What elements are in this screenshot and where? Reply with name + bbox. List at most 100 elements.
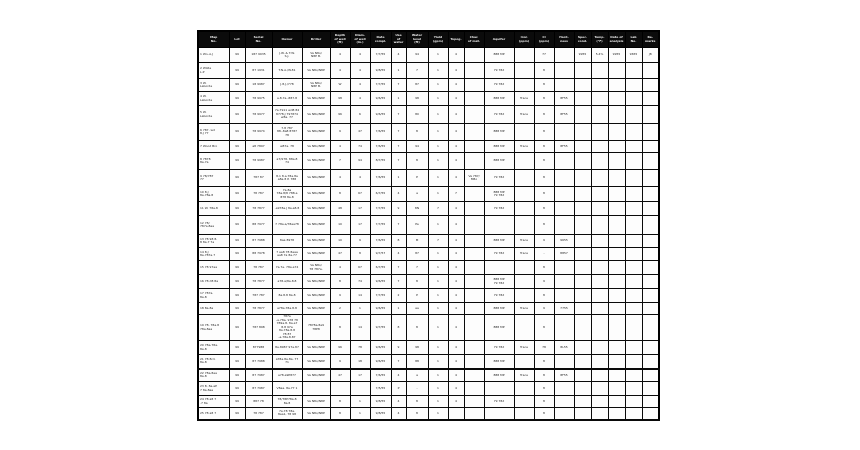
table-cell bbox=[624, 201, 643, 216]
table-row: 12 78/ 787a.8aa 99 88 7977 7 78a.a/78aa78 Va… bbox=[197, 215, 660, 235]
table-cell bbox=[463, 62, 485, 79]
table-cell: 94 bbox=[405, 47, 429, 63]
table-cell: 79 78d bbox=[483, 340, 515, 355]
table-cell: 6/7/55 bbox=[369, 260, 392, 275]
table-cell: 9 bbox=[329, 123, 351, 141]
table-cell bbox=[463, 314, 485, 341]
table-cell: J.W. & T.W. S.J. bbox=[271, 47, 303, 63]
table-cell: 47 bbox=[329, 367, 351, 382]
table-row: 1 W.L.A.J 99 187 9935 J.W. & T.W. S.J. Va N8… bbox=[197, 47, 660, 63]
table-cell bbox=[553, 47, 575, 63]
table-cell bbox=[607, 62, 626, 79]
table-cell: 1 bbox=[427, 215, 449, 235]
table-cell: 888 MP bbox=[483, 302, 515, 315]
table-cell: 888 MP 79 78d bbox=[483, 186, 515, 202]
table-cell: a7/978. 88a.8 74 bbox=[271, 152, 303, 170]
table-cell: 78 9974 bbox=[244, 123, 273, 141]
table-cell: Va N8o/N8P bbox=[301, 395, 331, 408]
table-cell bbox=[573, 62, 592, 79]
table-cell: 8L55 bbox=[553, 340, 575, 355]
table-cell: 8 bbox=[533, 314, 555, 341]
table-cell: 9 bbox=[533, 274, 555, 289]
table-cell: 7 bbox=[390, 123, 407, 141]
table-cell: a bbox=[405, 186, 429, 202]
table-cell: 1 bbox=[427, 395, 449, 408]
table-cell bbox=[641, 169, 660, 187]
table-cell: 78 bbox=[533, 340, 555, 355]
table-cell bbox=[513, 274, 535, 289]
table-row: 21 78 8rd. 8a.8 99 87 7988 a78a.8a.8a. 77 7… bbox=[197, 354, 660, 369]
table-cell bbox=[590, 186, 609, 202]
column-header: Map No. bbox=[197, 30, 230, 48]
table-cell: 187 9935 bbox=[244, 47, 273, 63]
table-cell bbox=[607, 340, 626, 355]
table-cell: 96 bbox=[329, 105, 351, 124]
table-cell: 99 bbox=[228, 395, 246, 408]
column-header: Lot bbox=[228, 30, 246, 48]
table-cell bbox=[624, 260, 643, 275]
table-cell bbox=[463, 354, 485, 369]
table-cell: 8a.8987 97a.87 bbox=[271, 340, 303, 355]
table-cell bbox=[590, 274, 609, 289]
table-cell: 9/6/55 bbox=[369, 105, 392, 124]
table-cell bbox=[590, 78, 609, 92]
table-cell: 79 78d bbox=[483, 105, 515, 124]
table-row: 22 78a.8aa 8a.8 99 87 7987 a78.a9P877 Va N8o… bbox=[197, 367, 660, 382]
table-cell bbox=[573, 314, 592, 341]
table-cell: 99 bbox=[228, 123, 246, 141]
table-cell: 4 bbox=[329, 140, 351, 153]
table-cell: Va N8o/N8P bbox=[301, 140, 331, 153]
table-cell: 98 bbox=[405, 91, 429, 106]
table-cell: 8 bbox=[533, 140, 555, 153]
table-cell: 8.1 8.a.78a.8a a8a.8 P. 788 bbox=[271, 169, 303, 187]
table-cell: 99 bbox=[228, 234, 246, 248]
table-cell bbox=[553, 288, 575, 303]
table-cell: 87 1931 bbox=[244, 62, 273, 79]
table-cell bbox=[607, 381, 626, 396]
table-cell bbox=[641, 288, 660, 303]
table-cell: 8N bbox=[405, 201, 429, 216]
table-cell bbox=[607, 354, 626, 369]
table-cell: 4 bbox=[447, 340, 465, 355]
table-cell: 7/7/55 bbox=[369, 288, 392, 303]
table-cell: 17 bbox=[349, 201, 371, 216]
table-cell bbox=[624, 288, 643, 303]
table-cell: 88 7978 bbox=[244, 247, 273, 261]
table-cell bbox=[624, 302, 643, 315]
table-cell bbox=[590, 201, 609, 216]
table-cell: 9/7/57 bbox=[369, 247, 392, 261]
column-header: Aquifer bbox=[483, 30, 515, 48]
table-cell bbox=[573, 186, 592, 202]
table-cell: 4 bbox=[447, 169, 465, 187]
table-cell bbox=[641, 381, 660, 396]
table-cell: 4 bbox=[447, 152, 465, 170]
table-cell bbox=[590, 105, 609, 124]
table-cell: 80 bbox=[405, 105, 429, 124]
table-cell bbox=[573, 260, 592, 275]
table-cell: 8 bbox=[533, 62, 555, 79]
table-cell bbox=[590, 395, 609, 408]
table-cell: 4 bbox=[447, 62, 465, 79]
table-cell bbox=[573, 140, 592, 153]
table-cell bbox=[553, 395, 575, 408]
table-cell bbox=[573, 234, 592, 248]
column-header: Depth of well (ft) bbox=[329, 30, 351, 48]
column-header: Lab No. bbox=[624, 30, 643, 48]
table-row: 15 78 97aa 99 78 787 7a.7a. 78a.a74 Va N8o/ … bbox=[197, 260, 660, 275]
column-header: Water level (ft) bbox=[405, 30, 429, 48]
table-cell: 5.4% bbox=[590, 47, 609, 63]
column-header: Spec. cond. bbox=[573, 30, 592, 48]
table-cell bbox=[641, 215, 660, 235]
table-cell: 4 bbox=[447, 288, 465, 303]
table-cell: 1 bbox=[427, 91, 449, 106]
table-cell: Va N8o/N8P bbox=[301, 169, 331, 187]
table-cell bbox=[553, 169, 575, 187]
table-cell: P bbox=[405, 169, 429, 187]
table-cell bbox=[590, 62, 609, 79]
table-cell bbox=[590, 354, 609, 369]
table-cell: 8F55 bbox=[553, 367, 575, 382]
table-cell: 5 W. Laborde bbox=[197, 105, 230, 124]
table-cell: 8 bbox=[329, 314, 351, 341]
table-cell bbox=[624, 105, 643, 124]
table-cell: 99 bbox=[228, 302, 246, 315]
